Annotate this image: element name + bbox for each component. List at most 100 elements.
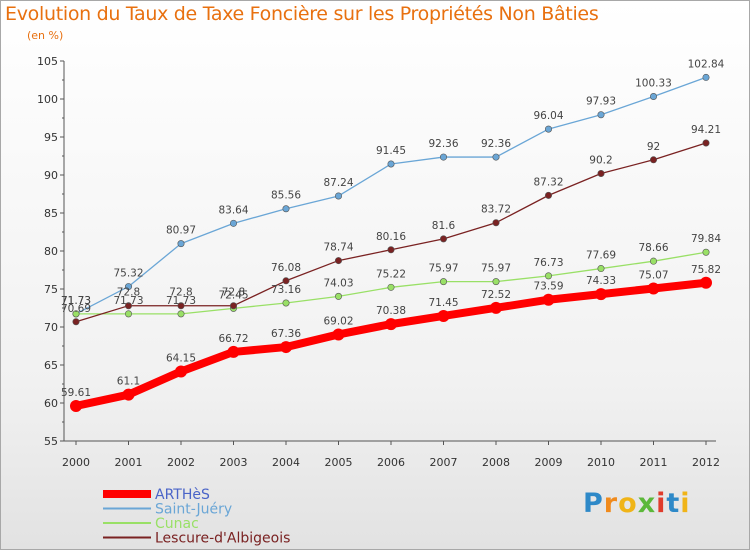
data-label: 75.07: [638, 269, 668, 281]
data-point: [334, 257, 342, 265]
data-label: 71.73: [166, 295, 196, 307]
data-point: [227, 345, 240, 358]
data-point: [544, 125, 552, 133]
data-label: 73.16: [271, 284, 301, 296]
data-point: [72, 310, 80, 318]
data-label: 71.45: [428, 297, 458, 309]
data-point: [439, 153, 447, 161]
data-label: 75.22: [376, 268, 406, 280]
y-tick-label: 75: [44, 283, 58, 296]
data-point: [439, 278, 447, 286]
data-point: [125, 302, 133, 310]
data-label: 61.1: [117, 376, 140, 388]
y-tick-label: 60: [44, 397, 58, 410]
x-tick-label: 2010: [587, 456, 615, 469]
x-tick-label: 2009: [535, 456, 563, 469]
y-tick-label: 95: [44, 131, 58, 144]
data-point: [230, 302, 238, 310]
data-label: 75.32: [113, 268, 143, 280]
data-point: [647, 282, 660, 295]
data-label: 100.33: [635, 77, 672, 89]
y-tick-label: 100: [37, 93, 58, 106]
legend-label: ARTHèS: [155, 487, 210, 503]
data-label: 97.93: [586, 96, 616, 108]
data-label: 87.24: [323, 177, 353, 189]
data-label: 72.8: [222, 287, 245, 299]
data-point: [125, 310, 133, 318]
x-tick-label: 2007: [430, 456, 458, 469]
data-label: 71.73: [61, 295, 91, 307]
x-tick-label: 2000: [62, 456, 90, 469]
chart-subtitle: (en %): [27, 29, 64, 42]
data-label: 90.2: [589, 154, 612, 166]
y-tick-label: 90: [44, 169, 58, 182]
data-label: 74.03: [323, 277, 353, 289]
x-tick-label: 2003: [220, 456, 248, 469]
data-label: 78.74: [323, 242, 353, 254]
data-label: 80.97: [166, 225, 196, 237]
data-label: 70.69: [61, 303, 91, 315]
data-label: 72.8: [169, 287, 192, 299]
data-point: [387, 246, 395, 254]
data-point: [492, 219, 500, 227]
data-point: [177, 302, 185, 310]
data-label: 66.72: [218, 333, 248, 345]
data-label: 92.36: [481, 138, 511, 150]
data-point: [702, 73, 710, 81]
x-tick-label: 2006: [377, 456, 405, 469]
data-point: [595, 288, 607, 301]
x-tick-label: 2004: [272, 456, 300, 469]
data-point: [492, 153, 500, 161]
data-label: 72.52: [481, 289, 511, 301]
data-point: [280, 341, 292, 354]
data-label: 59.61: [61, 387, 91, 399]
data-point: [282, 299, 290, 307]
data-point: [542, 293, 555, 306]
data-point: [597, 265, 605, 273]
data-label: 75.82: [691, 264, 721, 276]
data-label: 94.21: [691, 124, 721, 136]
data-point: [387, 160, 395, 168]
data-label: 80.16: [376, 231, 406, 243]
x-tick-label: 2011: [640, 456, 668, 469]
x-tick-label: 2002: [167, 456, 195, 469]
data-point: [175, 365, 187, 378]
data-label: 76.08: [271, 262, 301, 274]
data-label: 67.36: [271, 328, 301, 340]
data-label: 76.73: [533, 257, 563, 269]
chart-title: Evolution du Taux de Taxe Foncière sur l…: [5, 3, 599, 25]
data-point: [334, 292, 342, 300]
legend-label: Cunac: [155, 516, 199, 532]
y-tick-label: 55: [44, 435, 58, 448]
proxiti-logo: Proxiti: [583, 488, 691, 519]
data-label: 72.45: [218, 289, 248, 301]
data-point: [700, 276, 712, 289]
data-point: [332, 328, 345, 341]
data-point: [230, 219, 238, 227]
data-label: 74.33: [586, 275, 616, 287]
data-label: 77.69: [586, 250, 616, 262]
data-point: [282, 205, 290, 213]
data-label: 72.8: [117, 287, 140, 299]
data-label: 75.97: [428, 263, 458, 275]
data-point: [177, 310, 185, 318]
data-point: [544, 191, 552, 199]
data-label: 91.45: [376, 145, 406, 157]
legend-label: Lescure-d'Albigeois: [155, 531, 290, 547]
data-label: 71.73: [61, 295, 91, 307]
x-tick-label: 2008: [482, 456, 510, 469]
data-label: 83.72: [481, 204, 511, 216]
data-point: [597, 169, 605, 177]
data-point: [439, 235, 447, 243]
data-point: [282, 277, 290, 285]
data-point: [649, 92, 657, 100]
y-tick-label: 80: [44, 245, 58, 258]
data-label: 64.15: [166, 352, 196, 364]
data-point: [649, 156, 657, 164]
data-point: [649, 257, 657, 265]
data-point: [702, 248, 710, 256]
data-label: 71.73: [113, 295, 143, 307]
data-label: 92.36: [428, 138, 458, 150]
x-tick-label: 2005: [325, 456, 353, 469]
